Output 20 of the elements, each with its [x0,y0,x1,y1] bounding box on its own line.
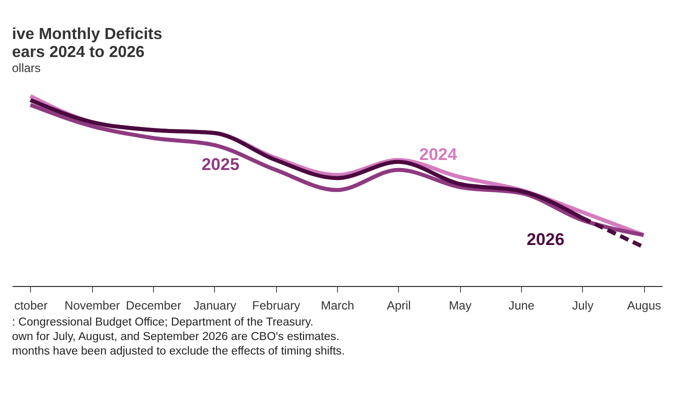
x-tick-label: December [126,298,182,312]
x-tick-label: March [320,298,354,312]
series-label: 2024 [419,144,458,164]
text: months have been adjusted to exclude the effects of timing shifts. [12,346,345,358]
x-tick-label: June [508,298,535,312]
x-tick-label: July [572,298,594,312]
text: own for July, August, and September 2026 are CBO's estimates. [12,331,340,343]
series-label: 2025 [202,155,240,174]
chart-subtitle: ollars [12,61,41,75]
text: ears 2024 to 2026 [12,44,145,61]
x-tick-label: January [194,298,236,312]
x-tick-label: November [64,298,120,312]
x-tick-label: February [252,298,300,312]
series-label: 2026 [526,230,564,249]
text: : Congressional Budget Office; Department of the Treasury. [12,316,314,328]
x-tick-label: April [386,298,411,312]
x-tick-label: Augus [627,298,662,312]
x-tick-label: May [448,298,472,312]
x-tick-label: ctober [14,298,48,312]
text: ive Monthly Deficits [12,26,162,43]
